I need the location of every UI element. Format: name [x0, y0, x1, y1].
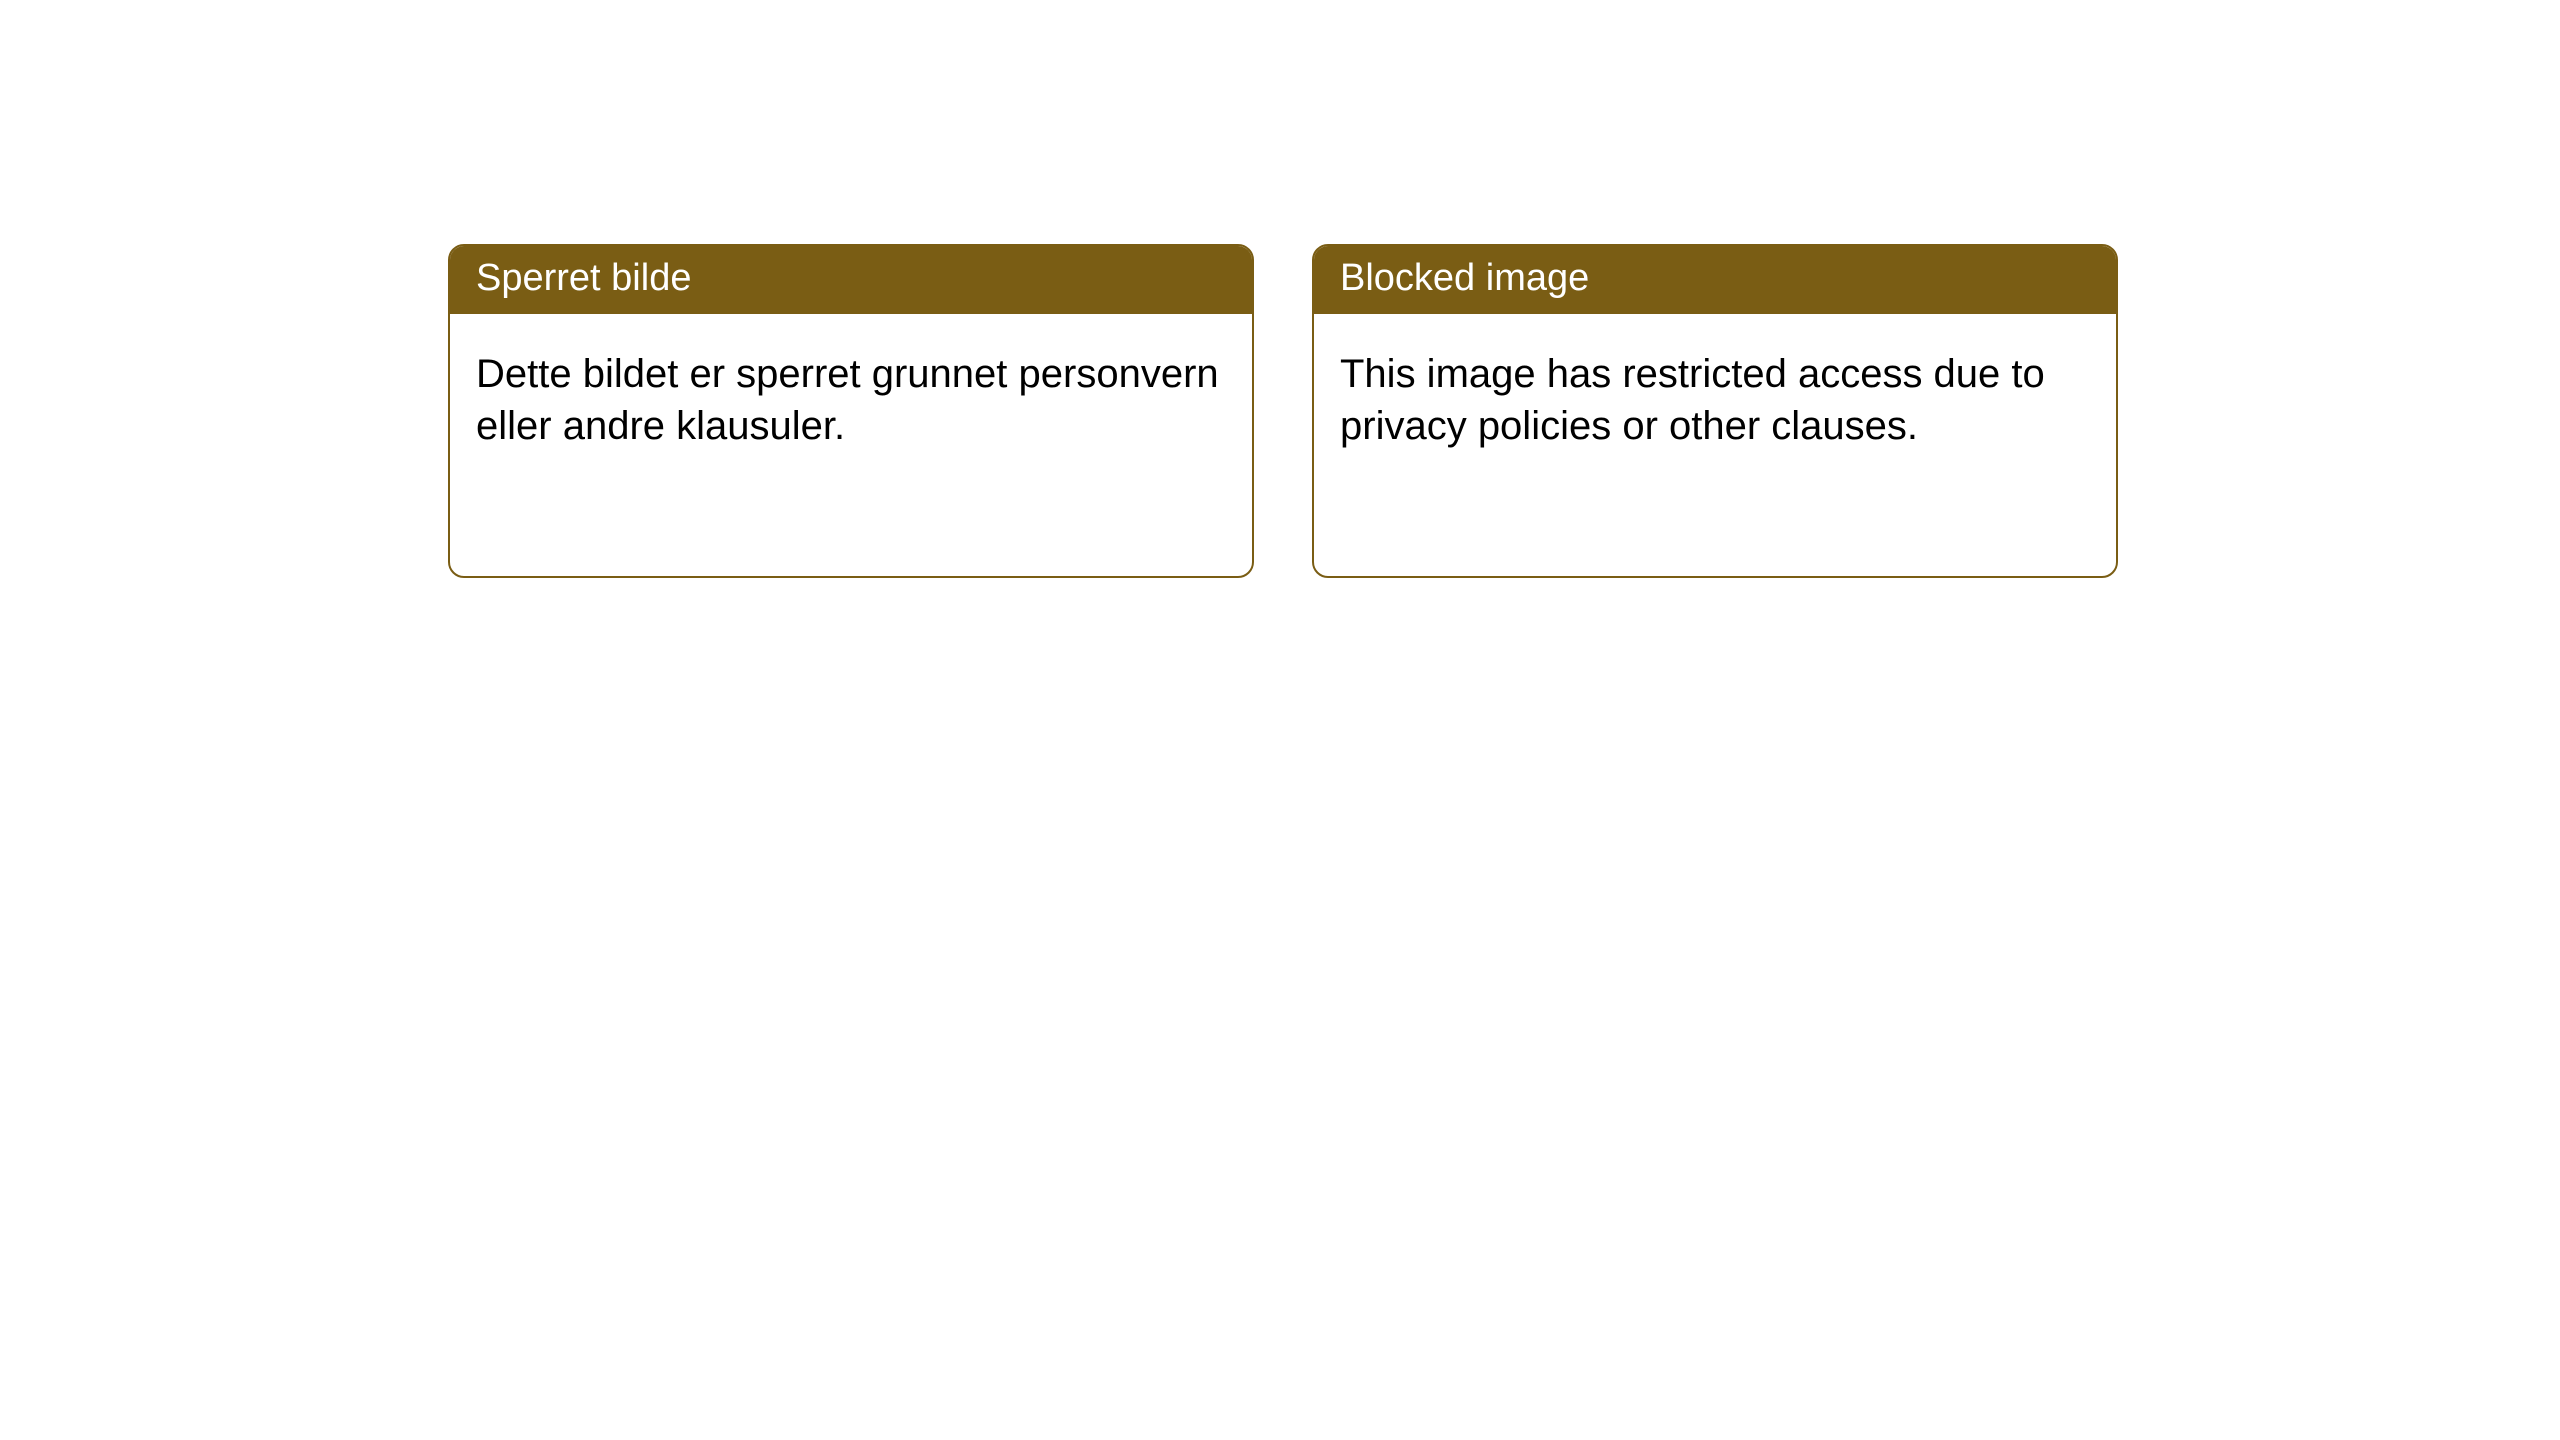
notice-container: Sperret bilde Dette bildet er sperret gr…: [0, 0, 2560, 578]
notice-card-en: Blocked image This image has restricted …: [1312, 244, 2118, 578]
notice-card-no: Sperret bilde Dette bildet er sperret gr…: [448, 244, 1254, 578]
notice-card-body-en: This image has restricted access due to …: [1314, 314, 2116, 478]
notice-card-header-en: Blocked image: [1314, 246, 2116, 314]
notice-card-body-no: Dette bildet er sperret grunnet personve…: [450, 314, 1252, 478]
notice-card-header-no: Sperret bilde: [450, 246, 1252, 314]
